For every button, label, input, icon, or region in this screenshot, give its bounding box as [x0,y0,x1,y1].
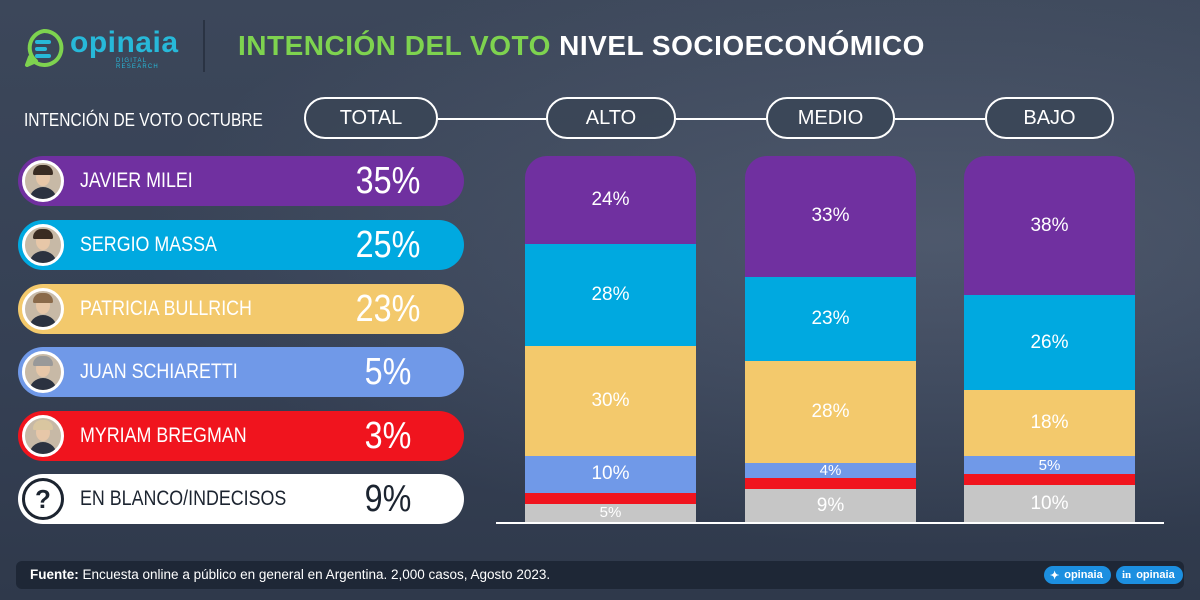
linkedin-handle: opinaia [1136,569,1175,581]
bar-segment: 10% [964,485,1135,522]
bar-value-label: 18% [1030,412,1069,434]
candidate-row-bregman: MYRIAM BREGMAN 3% [18,411,464,461]
footer-bar: Fuente: Encuesta online a público en gen… [16,561,1184,589]
candidate-name: EN BLANCO/INDECISOS [80,487,287,510]
title-highlight: INTENCIÓN DEL VOTO [238,30,551,61]
linkedin-icon: in [1122,569,1132,581]
bar-segment [525,492,696,504]
x-axis-line [496,522,1164,524]
bar-value-label: 33% [811,205,850,227]
bar-value-label: 28% [591,284,630,306]
twitter-icon: ✦ [1050,569,1060,582]
bar-segment: 4% [745,463,916,479]
bar-segment: 10% [525,456,696,493]
opinaia-logo-icon [25,28,64,67]
question-icon: ? [22,478,64,520]
candidate-name: SERGIO MASSA [80,233,217,256]
bar-value-label: 28% [811,401,850,423]
bar-segment: 30% [525,346,696,457]
group-pill-total: TOTAL [304,97,438,139]
pill-connector [676,118,766,120]
bar-segment: 38% [964,156,1135,296]
avatar [22,415,64,457]
candidate-name: MYRIAM BREGMAN [80,424,247,447]
bar-segment: 24% [525,156,696,244]
bar-segment [745,478,916,490]
section-subtitle: INTENCIÓN DE VOTO OCTUBRE [24,110,263,130]
bar-value-label: 9% [816,494,845,516]
avatar [22,224,64,266]
bar-value-label: 38% [1030,214,1069,236]
bar-segment: 5% [964,456,1135,475]
brand-tagline: DIGITAL RESEARCH [116,58,159,70]
bar-segment: 28% [525,243,696,347]
bar-segment: 23% [745,276,916,361]
bar-segment: 5% [525,503,696,522]
group-pill-medio: MEDIO [766,97,895,139]
pill-connector [895,118,985,120]
candidate-row-blank: ? EN BLANCO/INDECISOS 9% [18,474,464,524]
opinaia-logo: opinaia DIGITAL RESEARCH [24,26,184,70]
title-main: NIVEL SOCIOECONÓMICO [559,30,925,61]
bar-value-label: 23% [811,307,850,329]
bar-value-label: 24% [591,188,630,210]
candidate-total: 9% [364,478,412,520]
group-pill-bajo: BAJO [985,97,1114,139]
bar-value-label: 5% [1038,456,1061,474]
bar-segment: 18% [964,390,1135,457]
candidate-total: 3% [364,415,412,457]
twitter-link[interactable]: ✦ opinaia [1044,566,1111,584]
candidate-row-milei: JAVIER MILEI 35% [18,156,464,206]
brand-name: opinaia [70,26,179,59]
bar-segment: 26% [964,295,1135,391]
bar-value-label: 26% [1030,331,1069,353]
candidate-total: 25% [355,224,421,266]
avatar [22,288,64,330]
candidate-total: 35% [355,160,421,202]
source-text: Encuesta online a público en general en … [78,567,551,582]
group-pill-alto: ALTO [546,97,676,139]
avatar [22,351,64,393]
candidate-name: JAVIER MILEI [80,169,193,192]
candidate-row-bullrich: PATRICIA BULLRICH 23% [18,284,464,334]
bar-value-label: 4% [819,463,842,479]
avatar [22,160,64,202]
candidate-name: PATRICIA BULLRICH [80,297,252,320]
candidate-total: 23% [355,288,421,330]
candidate-name: JUAN SCHIARETTI [80,360,238,383]
chart-title: INTENCIÓN DEL VOTO NIVEL SOCIOECONÓMICO [238,30,925,62]
bar-value-label: 30% [591,390,630,412]
source-note: Fuente: Encuesta online a público en gen… [30,561,550,589]
candidate-row-massa: SERGIO MASSA 25% [18,220,464,270]
bar-segment: 28% [745,360,916,464]
bar-segment [964,474,1135,486]
candidate-row-schiaretti: JUAN SCHIARETTI 5% [18,347,464,397]
bar-segment: 33% [745,156,916,277]
bar-value-label: 5% [599,504,622,522]
bar-value-label: 10% [1030,492,1069,514]
bar-segment: 9% [745,489,916,522]
linkedin-link[interactable]: in opinaia [1116,566,1183,584]
twitter-handle: opinaia [1064,569,1103,581]
bar-value-label: 10% [591,463,630,485]
pill-connector [438,118,546,120]
candidate-total: 5% [364,351,412,393]
source-label: Fuente: [30,567,79,582]
header-divider [203,20,205,72]
